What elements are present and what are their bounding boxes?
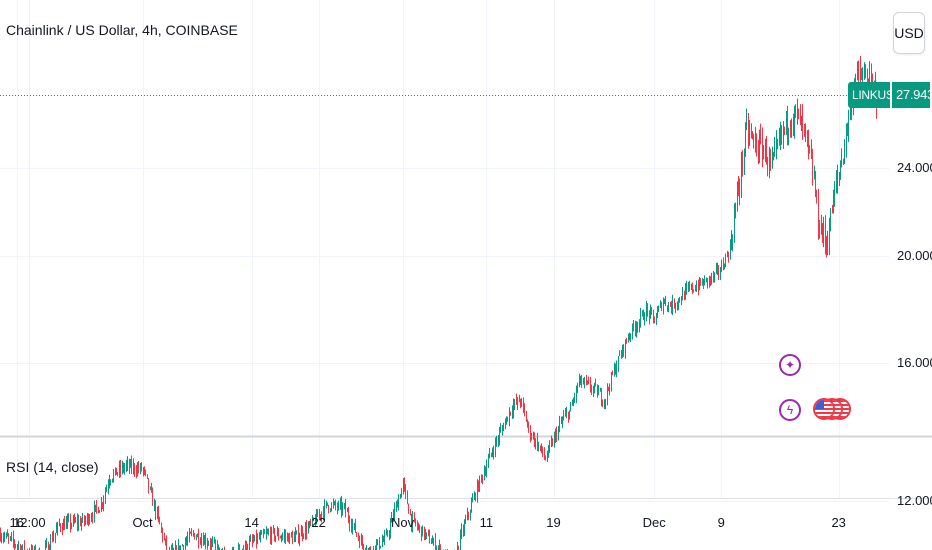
diamond-star-icon[interactable]: ✦ [779, 354, 801, 376]
last-price-value: 27.943 [892, 82, 932, 108]
time-axis-label: 16 [9, 515, 24, 530]
price-axis-label: 24.000 [897, 160, 932, 175]
candles [0, 56, 877, 550]
price-axis-label: 12.000 [897, 492, 932, 508]
us-flag-icon[interactable] [813, 398, 835, 420]
time-axis-label: 22 [311, 515, 326, 530]
last-price-symbol: LINKUSD [848, 82, 902, 108]
time-axis-label: 19 [546, 515, 561, 530]
time-axis-label: Dec [642, 515, 666, 530]
lightning-icon[interactable]: ϟ [779, 399, 801, 421]
rsi-indicator-label[interactable]: RSI (14, close) [6, 459, 99, 475]
time-axis-label: 14 [244, 515, 259, 530]
currency-button[interactable]: USD [893, 12, 925, 54]
grid-lines [0, 0, 889, 502]
time-axis-label: Nov [391, 515, 415, 530]
time-axis-label: 23 [831, 515, 846, 530]
time-axis-label: Oct [132, 515, 153, 530]
time-axis-label: 12:00 [13, 515, 46, 530]
chart-title: Chainlink / US Dollar, 4h, COINBASE [6, 22, 238, 38]
last-price-tag: LINKUSD 27.943 [848, 82, 932, 108]
time-axis-label: 9 [717, 515, 725, 530]
price-axis-label: 20.000 [897, 247, 932, 263]
price-axis-label: 16.000 [897, 354, 932, 370]
time-axis-label: 11 [479, 515, 494, 530]
